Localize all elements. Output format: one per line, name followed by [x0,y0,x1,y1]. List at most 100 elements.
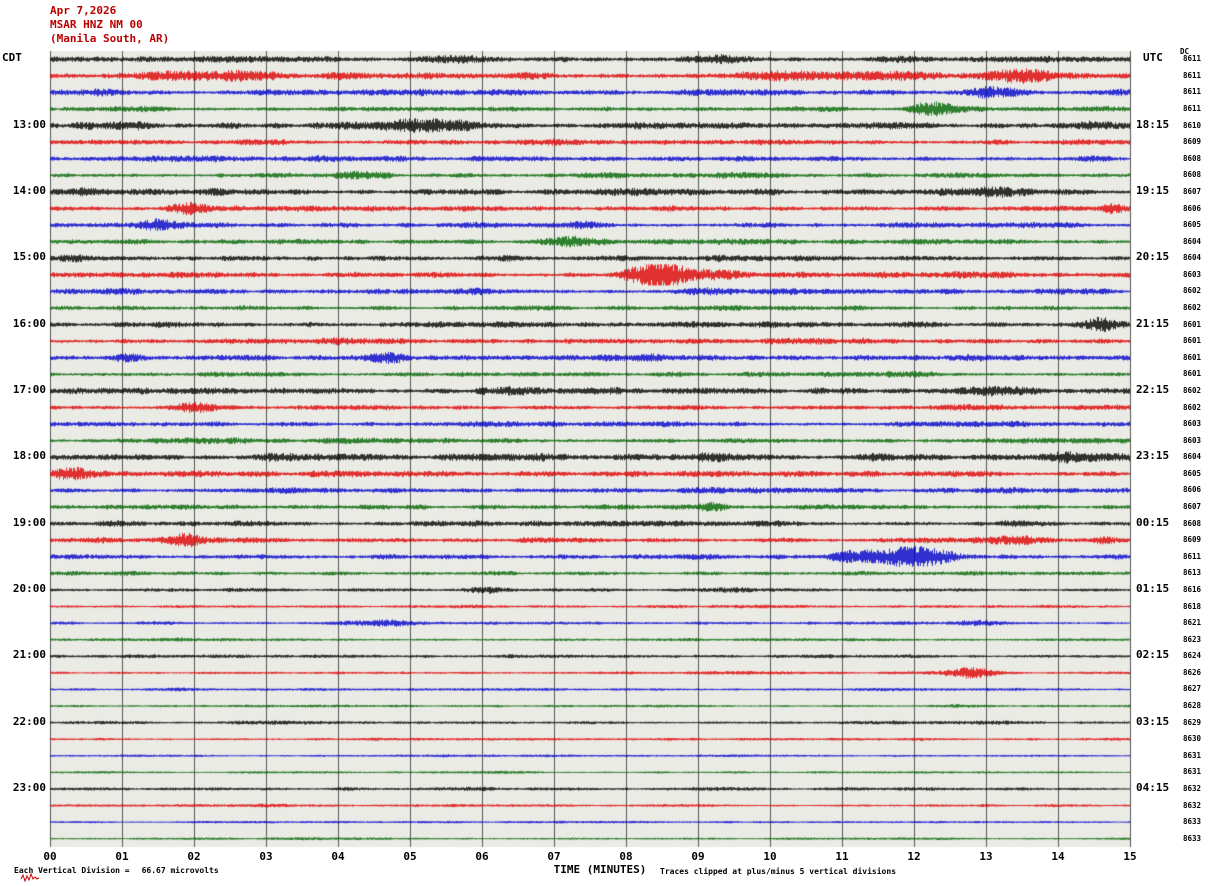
dc-value: 8605 [1183,468,1202,478]
x-tick-label: 00 [43,850,57,863]
x-tick-label: 07 [547,850,561,863]
dc-value: 8601 [1183,352,1202,362]
dc-value: 8611 [1183,104,1202,114]
dc-value: 8603 [1183,269,1202,279]
x-tick-label: 08 [619,850,633,863]
clip-note: Traces clipped at plus/minus 5 vertical … [660,867,897,876]
right-time-label: 03:15 [1136,714,1170,728]
right-time-label: 22:15 [1136,382,1170,396]
left-time-label: 21:00 [12,648,46,662]
left-time-label: 16:00 [12,316,46,330]
right-time-label: 02:15 [1136,648,1170,662]
dc-value: 8601 [1183,336,1202,346]
mini-trace-icon [20,872,40,883]
dc-value: 8601 [1183,369,1202,379]
dc-value: 8603 [1183,435,1202,445]
x-tick-label: 14 [1051,850,1065,863]
dc-value: 8609 [1183,535,1202,545]
dc-value: 8608 [1183,518,1202,528]
dc-value: 8633 [1183,817,1202,827]
x-tick-label: 06 [475,850,489,863]
dc-value: 8611 [1183,54,1202,64]
dc-value: 8604 [1183,253,1202,263]
left-time-label: 13:00 [12,117,46,131]
right-time-label: 18:15 [1136,117,1170,131]
dc-value: 8626 [1183,667,1202,677]
left-time-label: 23:00 [12,780,46,794]
dc-value: 8603 [1183,419,1202,429]
dc-value: 8606 [1183,203,1202,213]
x-tick-label: 01 [115,850,129,863]
right-time-label: 20:15 [1136,250,1170,264]
right-timezone-label: UTC [1143,51,1163,64]
plot-date: Apr 7,2026 [50,4,117,17]
dc-value: 8623 [1183,634,1202,644]
dc-value: 8604 [1183,452,1202,462]
dc-value: 8611 [1183,87,1202,97]
x-tick-label: 03 [259,850,273,863]
dc-value: 8605 [1183,220,1202,230]
x-axis-title: TIME (MINUTES) [553,863,647,876]
dc-value: 8611 [1183,70,1202,80]
left-time-label: 18:00 [12,449,46,463]
dc-value: 8633 [1183,833,1202,843]
dc-column-header: DC [1180,47,1190,56]
dc-value: 8621 [1183,618,1202,628]
dc-value: 8608 [1183,170,1202,180]
right-time-label: 01:15 [1136,581,1170,595]
dc-value: 8602 [1183,303,1202,313]
dc-value: 8607 [1183,186,1202,196]
left-time-label: 15:00 [12,250,46,264]
x-tick-label: 09 [691,850,705,863]
dc-value: 8618 [1183,601,1202,611]
dc-value: 8628 [1183,701,1202,711]
dc-value: 8607 [1183,502,1202,512]
dc-value: 8611 [1183,551,1202,561]
dc-value: 8631 [1183,750,1202,760]
dc-value: 8604 [1183,236,1202,246]
x-tick-label: 04 [331,850,345,863]
x-tick-label: 15 [1123,850,1137,863]
right-time-label: 00:15 [1136,515,1170,529]
dc-value: 8610 [1183,120,1202,130]
dc-value: 8602 [1183,385,1202,395]
dc-value: 8629 [1183,717,1202,727]
x-tick-label: 05 [403,850,417,863]
left-time-label: 17:00 [12,382,46,396]
dc-value: 8632 [1183,800,1202,810]
vertical-scale-value: 66.67 microvolts [141,866,219,875]
x-tick-label: 10 [763,850,777,863]
left-time-label: 22:00 [12,714,46,728]
left-timezone-label: CDT [2,51,22,64]
dc-value: 8602 [1183,402,1202,412]
vertical-scale-note: Each Vertical Division = 66.67 microvolts [14,866,219,875]
right-time-label: 23:15 [1136,449,1170,463]
dc-value: 8608 [1183,153,1202,163]
vertical-scale-prefix: Each Vertical Division = [14,866,130,875]
left-time-label: 20:00 [12,581,46,595]
left-time-label: 19:00 [12,515,46,529]
dc-value: 8609 [1183,137,1202,147]
x-tick-label: 13 [979,850,993,863]
x-tick-label: 12 [907,850,921,863]
dc-value: 8602 [1183,286,1202,296]
dc-value: 8616 [1183,584,1202,594]
x-tick-label: 11 [835,850,849,863]
dc-value: 8613 [1183,568,1202,578]
dc-value: 8601 [1183,319,1202,329]
right-time-label: 19:15 [1136,183,1170,197]
dc-value: 8632 [1183,783,1202,793]
x-tick-label: 02 [187,850,201,863]
left-time-label: 14:00 [12,183,46,197]
dc-value: 8624 [1183,651,1202,661]
dc-value: 8630 [1183,734,1202,744]
station-code: MSAR HNZ NM 00 [50,18,143,31]
dc-value: 8631 [1183,767,1202,777]
dc-value: 8627 [1183,684,1202,694]
dc-value: 8606 [1183,485,1202,495]
right-time-label: 21:15 [1136,316,1170,330]
right-time-label: 04:15 [1136,780,1170,794]
station-location: (Manila South, AR) [50,32,170,45]
